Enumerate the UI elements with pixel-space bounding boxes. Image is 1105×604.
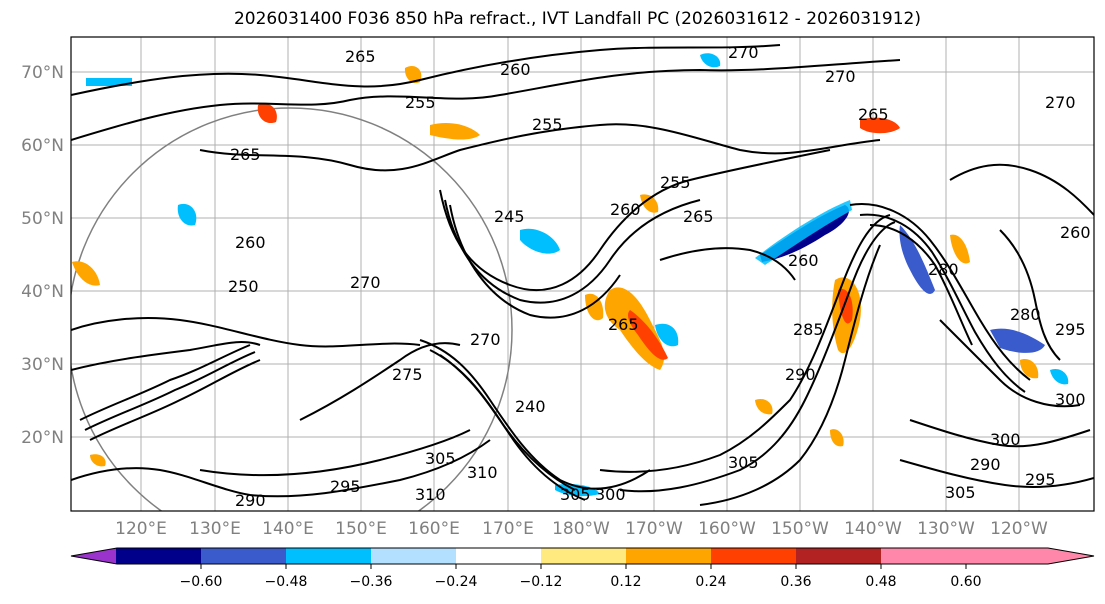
contour-label: 260 xyxy=(610,200,641,219)
lon-label: 130°E xyxy=(189,519,241,539)
contour-label: 270 xyxy=(825,67,856,86)
contour-label: 305 xyxy=(728,453,759,472)
colorbar-tick-label: 0.36 xyxy=(780,574,811,590)
colorbar-extend-max xyxy=(966,548,1094,564)
lon-label: 170°W xyxy=(625,519,683,539)
contour-label: 255 xyxy=(660,173,691,192)
contour-label: 265 xyxy=(230,145,261,164)
contour-label: 260 xyxy=(1060,223,1091,242)
contour-label: 285 xyxy=(793,320,824,339)
contour-label: 290 xyxy=(785,365,816,384)
colorbar-tick-label: 0.24 xyxy=(695,574,726,590)
lon-label: 150°E xyxy=(335,519,387,539)
colorbar-segment xyxy=(286,548,372,564)
contour-label: 305 xyxy=(560,485,591,504)
lon-label: 170°E xyxy=(482,519,534,539)
lon-label: 180°W xyxy=(552,519,610,539)
colorbar-outline xyxy=(70,547,1095,565)
contour-label: 245 xyxy=(494,207,525,226)
colorbar-segment xyxy=(201,548,287,564)
colorbar-segment xyxy=(626,548,712,564)
lon-label: 160°E xyxy=(408,519,460,539)
lon-label: 120°E xyxy=(115,519,167,539)
contour-label: 260 xyxy=(788,251,819,270)
colorbar-segment xyxy=(116,548,202,564)
colorbar-tick-label: −0.36 xyxy=(350,574,393,590)
contour-label: 265 xyxy=(683,207,714,226)
colorbar-segment xyxy=(541,548,627,564)
contour-label: 295 xyxy=(1055,320,1086,339)
colorbar-segment xyxy=(456,548,542,564)
map-frame xyxy=(70,36,1095,512)
contour-label: 305 xyxy=(425,449,456,468)
colorbar-ticks xyxy=(200,564,967,569)
chart-title: 2026031400 F036 850 hPa refract., IVT La… xyxy=(233,9,921,29)
colorbar-extend-min xyxy=(71,548,117,564)
contour-label: 280 xyxy=(928,260,959,279)
contour-label: 280 xyxy=(1010,305,1041,324)
contour-label: 255 xyxy=(532,115,563,134)
lon-label: 140°W xyxy=(844,519,902,539)
latitude-axis: 70°N 60°N 50°N 40°N 30°N 20°N xyxy=(21,63,64,448)
contour-label: 290 xyxy=(235,491,266,510)
colorbar-segment xyxy=(881,548,967,564)
contour-lines xyxy=(71,44,1094,506)
contour-label: 295 xyxy=(330,477,361,496)
colorbar-segment xyxy=(796,548,882,564)
graticule xyxy=(71,37,1094,511)
contour-label: 255 xyxy=(405,93,436,112)
contour-label: 275 xyxy=(392,365,423,384)
contour-label: 250 xyxy=(228,277,259,296)
contour-label: 265 xyxy=(608,315,639,334)
lat-label: 60°N xyxy=(21,136,64,156)
lon-label: 160°W xyxy=(698,519,756,539)
colorbar-segment xyxy=(371,548,457,564)
lat-label: 70°N xyxy=(21,63,64,83)
contour-label: 310 xyxy=(415,485,446,504)
contour-label: 300 xyxy=(990,430,1021,449)
contour-label: 240 xyxy=(515,397,546,416)
contour-label: 270 xyxy=(728,43,759,62)
lat-label: 20°N xyxy=(21,428,64,448)
lat-label: 30°N xyxy=(21,355,64,375)
contour-label: 260 xyxy=(500,60,531,79)
refractivity-shading xyxy=(72,53,1069,497)
contour-label: 265 xyxy=(345,47,376,66)
lat-label: 40°N xyxy=(21,282,64,302)
contour-label: 260 xyxy=(235,233,266,252)
contour-label: 305 xyxy=(945,483,976,502)
colorbar-segment xyxy=(711,548,797,564)
colorbar-tick-label: 0.12 xyxy=(610,574,641,590)
contour-label: 300 xyxy=(595,485,626,504)
lat-label: 50°N xyxy=(21,209,64,229)
contour-label: 290 xyxy=(970,455,1001,474)
contour-label-group: 265 260 255 270 270 265 255 265 260 255 … xyxy=(228,43,1091,510)
contour-label: 310 xyxy=(467,463,498,482)
colorbar-tick-label: −0.60 xyxy=(180,574,223,590)
longitude-axis: 120°E 130°E 140°E 150°E 160°E 170°E 180°… xyxy=(115,519,1048,539)
colorbar: −0.60 −0.48 −0.36 −0.24 −0.12 0.12 0.24 … xyxy=(70,547,1095,590)
colorbar-tick-label: −0.24 xyxy=(435,574,478,590)
lon-label: 140°E xyxy=(262,519,314,539)
contour-label: 270 xyxy=(470,330,501,349)
lon-label: 150°W xyxy=(771,519,829,539)
colorbar-tick-label: −0.12 xyxy=(520,574,563,590)
contour-label: 265 xyxy=(858,105,889,124)
contour-label: 300 xyxy=(1055,390,1086,409)
colorbar-tick-label: 0.48 xyxy=(865,574,896,590)
colorbar-tick-label: −0.48 xyxy=(265,574,308,590)
contour-label: 270 xyxy=(1045,93,1076,112)
lon-label: 120°W xyxy=(990,519,1048,539)
landfall-region-circle xyxy=(71,107,513,511)
colorbar-tick-label: 0.60 xyxy=(950,574,981,590)
contour-label: 270 xyxy=(350,273,381,292)
lon-label: 130°W xyxy=(917,519,975,539)
contour-label: 295 xyxy=(1025,470,1056,489)
